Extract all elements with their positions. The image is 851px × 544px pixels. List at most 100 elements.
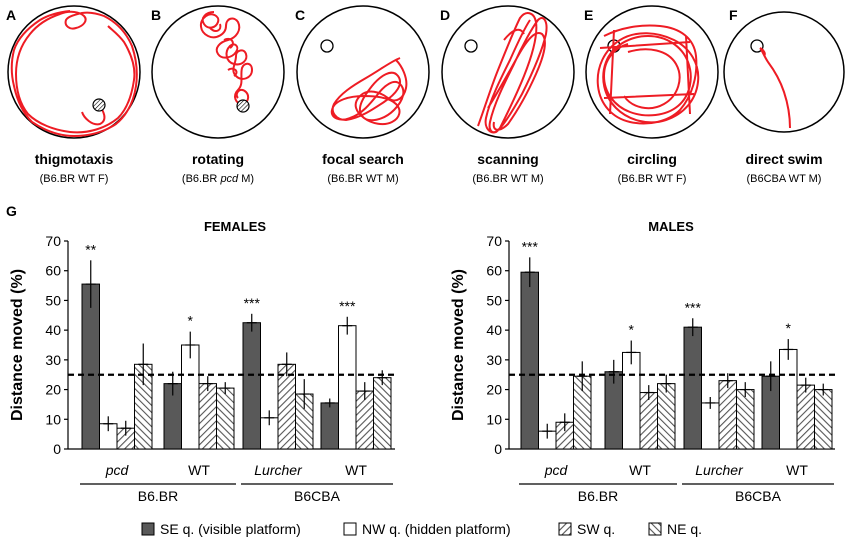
bar-ne xyxy=(657,383,676,450)
y-tick-label: 30 xyxy=(45,352,61,368)
y-tick-label: 70 xyxy=(486,233,502,249)
animal-label: (B6.BR WT F) xyxy=(618,173,687,185)
bar-sw xyxy=(796,384,815,450)
pool-circle xyxy=(296,5,430,139)
legend-swatch-ne xyxy=(648,522,662,536)
panel-rotating: B rotating (B6.BR pcd M) xyxy=(151,5,285,185)
platform-icon xyxy=(750,39,764,53)
panel-letter: D xyxy=(440,7,450,23)
significance-label: *** xyxy=(339,298,356,314)
legend-label-nw: NW q. (hidden platform) xyxy=(362,521,511,537)
strain-label: B6.BR xyxy=(138,488,178,504)
pool-circle xyxy=(441,5,575,139)
legend-label-ne: NE q. xyxy=(667,521,702,537)
legend-swatch-nw xyxy=(343,522,357,536)
panel-letter: C xyxy=(295,7,305,23)
y-tick-label: 50 xyxy=(45,292,61,308)
group-label: WT xyxy=(345,462,367,478)
group-label: Lurcher xyxy=(695,462,744,478)
pattern-name: direct swim xyxy=(745,151,822,167)
bar-se xyxy=(520,271,539,450)
chart-title: FEMALES xyxy=(204,219,266,234)
bar-nw xyxy=(622,351,641,450)
pattern-name: focal search xyxy=(322,151,404,167)
group-label: pcd xyxy=(105,462,130,478)
pool-circle xyxy=(723,11,845,133)
group-label: WT xyxy=(786,462,808,478)
animal-label: (B6.BR WT M) xyxy=(472,173,543,185)
legend-swatch-sw xyxy=(558,522,572,536)
y-tick-label: 20 xyxy=(486,382,502,398)
significance-label: *** xyxy=(244,295,261,311)
panel-focal-search: C focal search (B6.BR WT M) xyxy=(295,5,430,185)
legend-label-se: SE q. (visible platform) xyxy=(160,521,301,537)
bar-se xyxy=(683,326,702,450)
group-label: Lurcher xyxy=(254,462,303,478)
animal-label: (B6CBA WT M) xyxy=(747,173,822,185)
group-label: WT xyxy=(188,462,210,478)
group-label: WT xyxy=(629,462,651,478)
animal-label: (B6.BR WT M) xyxy=(327,173,398,185)
bar-se xyxy=(81,283,100,450)
swim-track xyxy=(209,23,238,77)
y-tick-label: 50 xyxy=(486,292,502,308)
platform-icon xyxy=(320,39,334,53)
pool-circle xyxy=(7,5,141,139)
bar-ne xyxy=(736,389,755,450)
panel-letter: B xyxy=(151,7,161,23)
panel-circling: E circling (B6.BR WT F) xyxy=(584,5,719,185)
platform-icon xyxy=(464,39,478,53)
y-axis-label: Distance moved (%) xyxy=(9,269,26,421)
legend-label-sw: SW q. xyxy=(577,521,615,537)
pattern-name: scanning xyxy=(477,151,538,167)
chart-females: FEMALES Distance moved (%) 0 10 20 30 40 50 60 70… xyxy=(9,219,395,504)
significance-label: * xyxy=(629,322,635,338)
animal-label: (B6.BR WT F) xyxy=(40,173,109,185)
panel-letter: F xyxy=(729,7,738,23)
pattern-name: thigmotaxis xyxy=(35,151,114,167)
bar-nw xyxy=(338,325,357,450)
bar-nw xyxy=(779,348,798,450)
bar-se xyxy=(320,402,339,450)
pool-circle xyxy=(585,5,719,139)
bar-nw xyxy=(701,402,720,450)
strain-label: B6CBA xyxy=(294,488,341,504)
panel-letter: A xyxy=(6,7,16,23)
y-tick-label: 10 xyxy=(486,411,502,427)
y-tick-label: 40 xyxy=(45,322,61,338)
strain-label: B6CBA xyxy=(735,488,782,504)
bar-ne xyxy=(814,389,833,450)
swim-track xyxy=(10,10,138,138)
significance-label: * xyxy=(188,313,194,329)
chart-title: MALES xyxy=(648,219,694,234)
significance-label: *** xyxy=(522,238,539,254)
y-tick-label: 20 xyxy=(45,382,61,398)
panel-scanning: D scanning (B6.BR WT M) xyxy=(440,5,575,185)
bar-sw xyxy=(639,392,658,450)
bar-ne xyxy=(216,387,235,450)
swim-track xyxy=(596,24,700,125)
swim-track xyxy=(477,12,548,134)
pattern-name: circling xyxy=(627,151,677,167)
y-tick-label: 70 xyxy=(45,233,61,249)
y-axis-label: Distance moved (%) xyxy=(450,269,467,421)
significance-label: *** xyxy=(685,299,702,315)
panel-thigmotaxis: A thigmotaxis (B6.BR WT F) xyxy=(6,5,141,185)
panel-letter-g: G xyxy=(6,203,17,219)
bar-nw xyxy=(181,344,200,450)
y-tick-label: 30 xyxy=(486,352,502,368)
swim-track xyxy=(330,57,408,126)
pattern-name: rotating xyxy=(192,151,244,167)
bar-ne xyxy=(373,377,392,450)
significance-label: ** xyxy=(85,241,96,257)
bar-sw xyxy=(277,363,296,450)
swim-track xyxy=(200,11,254,106)
legend-swatch-se xyxy=(141,522,155,536)
significance-label: * xyxy=(786,320,792,336)
y-tick-label: 0 xyxy=(494,441,502,457)
legend: SE q. (visible platform) NW q. (hidden p… xyxy=(141,521,702,537)
bar-se xyxy=(242,322,261,450)
bar-sw xyxy=(198,383,217,450)
